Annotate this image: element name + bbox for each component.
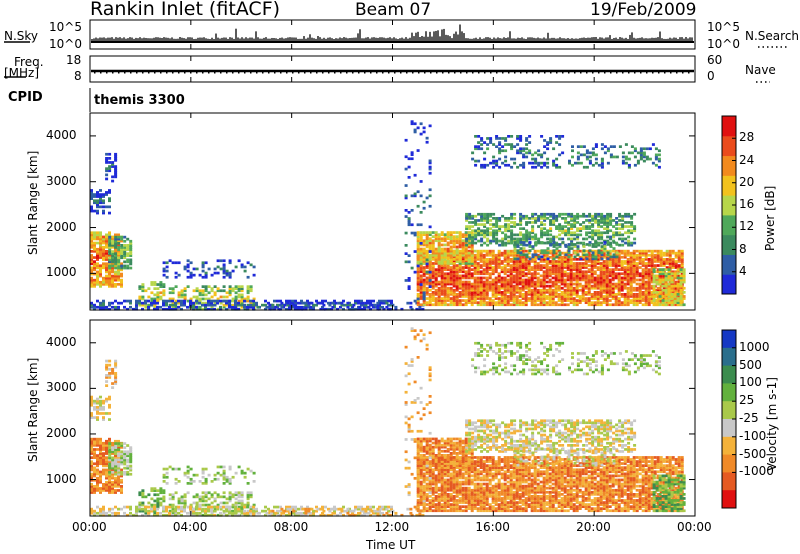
ytick-label: 1000 (46, 471, 77, 486)
nsearch-tick-top: 10^5 (707, 20, 740, 34)
xaxis-label: Time UT (366, 538, 416, 552)
nsky-tick-bottom: 10^0 (49, 37, 82, 51)
ytick-label: 4000 (46, 334, 77, 349)
freq-label: Freq. (14, 55, 44, 69)
nave-tick-bottom: 0 (707, 69, 715, 83)
xtick-label: 04:00 (172, 520, 208, 534)
cpid-value: themis 3300 (94, 93, 185, 108)
nsearch-tick-bottom: 10^0 (707, 37, 740, 51)
velocity-colorbar-swatch (722, 436, 736, 456)
velocity-colorbar-tick: 25 (739, 393, 755, 408)
nsky-label: N.Sky (4, 29, 39, 43)
velocity-colorbar-tick: 1000 (739, 339, 770, 354)
xtick-label: 08:00 (273, 520, 309, 534)
power-colorbar-tick: 16 (739, 197, 755, 211)
cpid-label: CPID (8, 90, 43, 105)
freq-series (91, 69, 694, 74)
ytick-label: 3000 (46, 173, 77, 188)
nsky-series (91, 24, 694, 43)
power-colorbar-swatch (722, 195, 736, 216)
power-colorbar-tick: 8 (739, 241, 747, 256)
beam-label: Beam 07 (355, 0, 432, 20)
velocity-colorbar-swatch (722, 383, 736, 402)
power-colorbar-tick: 28 (739, 130, 755, 145)
power-ylabel: Slant Range [km] (26, 150, 40, 255)
power-colorbar-tick: 24 (739, 152, 755, 167)
velocity-colorbar-tick: 100 (739, 375, 762, 390)
velocity-colorbar-tick: -25 (739, 411, 759, 425)
nave-tick-top: 60 (707, 53, 723, 67)
velocity-colorbar-swatch (722, 365, 736, 384)
velocity-colorbar-swatch (722, 454, 736, 473)
ytick-label: 1000 (46, 265, 77, 280)
power-colorbar-swatch (722, 254, 736, 275)
velocity-colorbar-swatch (722, 347, 736, 367)
freq-tick-top: 18 (66, 53, 82, 67)
velocity-colorbar-swatch (722, 419, 736, 438)
xtick-label: 00:00 (72, 520, 107, 534)
ytick-label: 4000 (46, 127, 77, 142)
power-colorbar-label: Power [dB] (763, 185, 777, 251)
nsky-tick-top: 10^5 (49, 20, 82, 34)
power-colorbar-swatch (722, 116, 736, 137)
xtick-label: 16:00 (475, 520, 510, 534)
velocity-colorbar-swatch (722, 330, 736, 349)
power-colorbar-swatch (722, 175, 736, 196)
power-colorbar-tick: 12 (739, 219, 755, 234)
velocity-colorbar-tick: -1000 (739, 464, 774, 479)
velocity-colorbar-label: Velocity [m s-1] (765, 377, 779, 471)
xtick-label: 20:00 (576, 520, 611, 534)
ytick-label: 2000 (46, 219, 77, 234)
xtick-label: 00:00 (677, 520, 712, 534)
date-label: 19/Feb/2009 (590, 0, 697, 20)
ytick-label: 2000 (46, 425, 77, 440)
axis-ticks (89, 20, 696, 516)
power-colorbar-tick: 20 (739, 174, 755, 189)
freq-tick-bottom: 8 (74, 69, 82, 83)
velocity-colorbar-swatch (722, 401, 736, 420)
velocity-colorbar-swatch (722, 472, 736, 491)
velocity-ylabel: Slant Range [km] (26, 357, 40, 462)
power-colorbar-swatch (722, 155, 736, 176)
velocity-colorbar-tick: -500 (739, 446, 767, 461)
velocity-heatmap (90, 327, 686, 517)
nsearch-label: N.Search (745, 29, 800, 43)
velocity-colorbar-tick: 500 (739, 357, 762, 372)
velocity-colorbar-tick: -100 (739, 428, 767, 443)
power-colorbar-swatch (722, 274, 736, 295)
power-colorbar-swatch (722, 135, 736, 157)
colorbars (721, 115, 737, 509)
power-colorbar-swatch (722, 234, 736, 255)
power-colorbar-swatch (722, 214, 736, 236)
velocity-colorbar-swatch (722, 490, 736, 509)
power-heatmap (90, 120, 686, 311)
radar-title: Rankin Inlet (fitACF) (90, 0, 281, 20)
nave-label: Nave (745, 63, 776, 77)
ytick-label: 3000 (46, 380, 77, 395)
power-colorbar-tick: 4 (739, 263, 747, 278)
xtick-label: 12:00 (374, 520, 410, 534)
